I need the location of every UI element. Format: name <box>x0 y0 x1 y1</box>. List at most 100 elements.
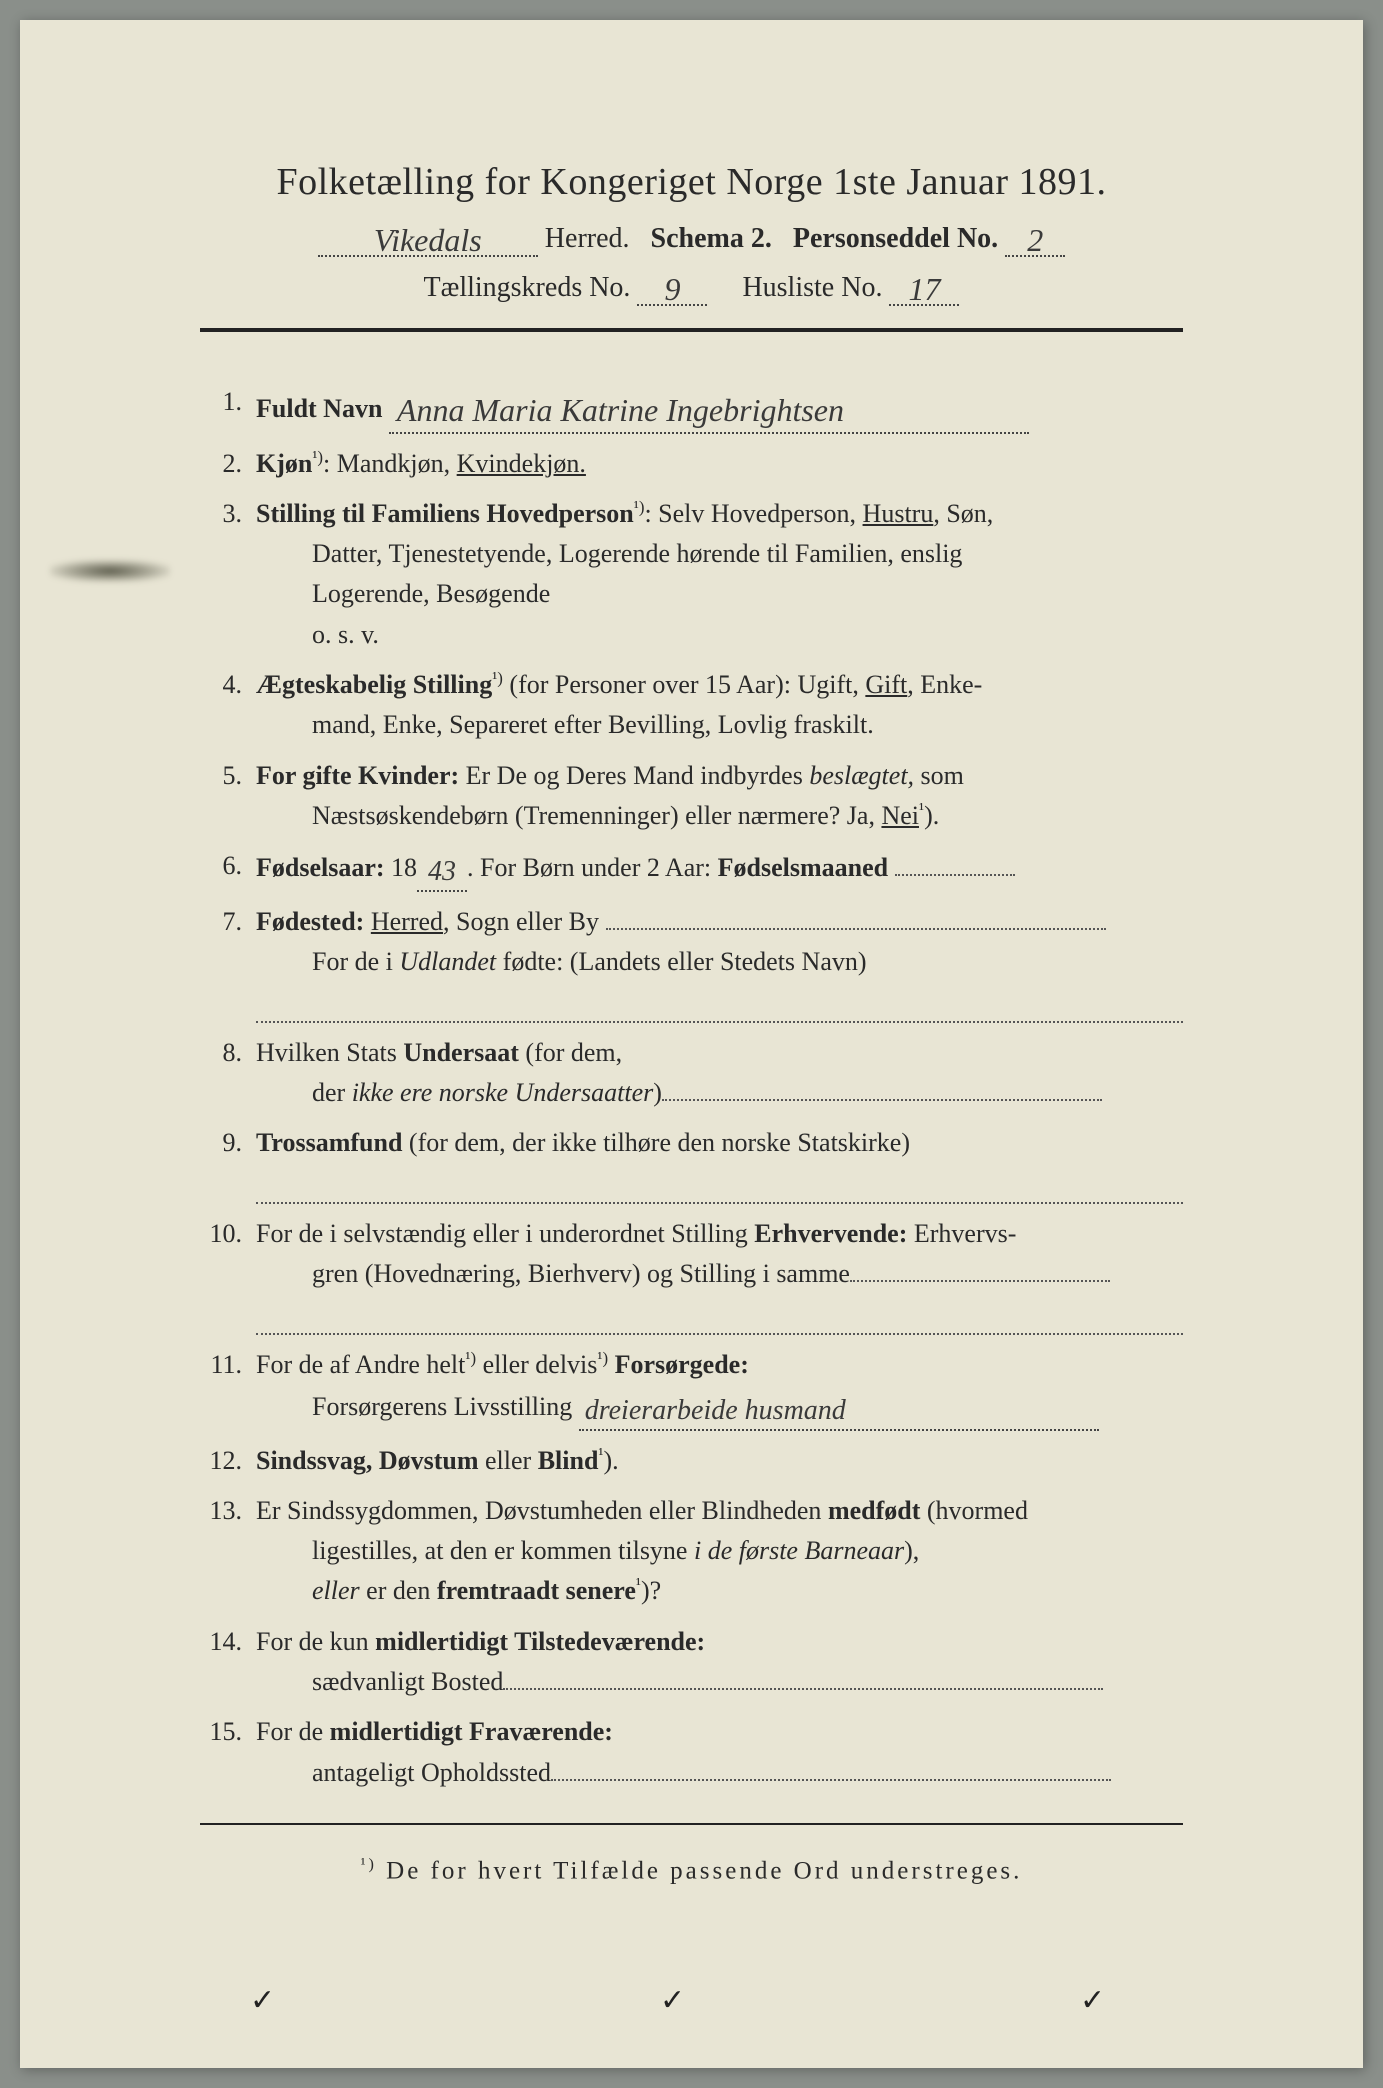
divider-top <box>200 328 1183 332</box>
sup-1: ¹) <box>312 447 323 466</box>
item-13-l3c: )? <box>641 1576 661 1605</box>
item-5-l2b: ). <box>924 801 939 830</box>
kreds-field: 9 <box>637 267 707 306</box>
item-4-label: Ægteskabelig Stilling <box>256 670 492 699</box>
item-12-label: Sindssvag, Døvstum <box>256 1446 479 1475</box>
item-15-l2: antageligt Opholdssted <box>312 1758 551 1787</box>
item-7-content: Fødested: Herred, Sogn eller By For de i… <box>256 902 1183 1023</box>
item-7-l2: For de i Udlandet fødte: (Landets eller … <box>256 942 1183 982</box>
item-10-t2: Erhvervs- <box>907 1219 1016 1248</box>
item-5-l2a: Næstsøskendebørn (Tremenninger) eller næ… <box>312 801 881 830</box>
item-8-l2: der ikke ere norske Undersaatter) <box>256 1073 1183 1113</box>
subtitle-row-1: Vikedals Herred. Schema 2. Personseddel … <box>140 218 1243 257</box>
item-7-l2b: fødte: (Landets eller Stedets Navn) <box>496 947 866 976</box>
form-body: 1. Fuldt Navn Anna Maria Katrine Ingebri… <box>140 382 1243 1793</box>
item-9-blank <box>256 1168 1183 1204</box>
sup-3: ¹) <box>634 497 645 516</box>
item-7-t1: , Sogn eller By <box>443 907 599 936</box>
item-3-l2: Datter, Tjenestetyende, Logerende hørend… <box>256 534 1183 574</box>
item-3-u: Hustru <box>863 499 934 528</box>
item-2-label: Kjøn <box>256 449 312 478</box>
item-6-t2: . For Børn under 2 Aar: <box>467 853 718 882</box>
item-10-content: For de i selvstændig eller i underordnet… <box>256 1214 1183 1335</box>
item-6-label: Fødselsaar: <box>256 853 385 882</box>
item-8-l2a: der <box>312 1078 352 1107</box>
item-13-l2b: ), <box>904 1536 919 1565</box>
item-7-label: Fødested: <box>256 907 364 936</box>
item-6-num: 6. <box>200 846 256 891</box>
item-4-u: Gift <box>865 670 907 699</box>
item-13-t1: Er Sindssygdommen, Døvstumheden eller Bl… <box>256 1496 828 1525</box>
schema-label: Schema 2. <box>651 223 772 254</box>
item-7-blank <box>256 986 1183 1022</box>
item-4-l2: mand, Enke, Separeret efter Bevilling, L… <box>256 705 1183 745</box>
item-14-t1: For de kun <box>256 1627 375 1656</box>
item-11-l2row: Forsørgerens Livsstilling dreierarbeide … <box>256 1385 1183 1430</box>
item-15-content: For de midlertidigt Fraværende: antageli… <box>256 1712 1183 1793</box>
item-10-num: 10. <box>200 1214 256 1335</box>
personseddel-label: Personseddel No. <box>793 223 998 254</box>
item-3-t1: : Selv Hovedperson, <box>644 499 862 528</box>
item-12: 12. Sindssvag, Døvstum eller Blind¹). <box>200 1441 1183 1481</box>
item-12-content: Sindssvag, Døvstum eller Blind¹). <box>256 1441 1183 1481</box>
item-4-t2: , Enke- <box>907 670 982 699</box>
item-10-l2: gren (Hovednæring, Bierhverv) og Stillin… <box>312 1259 850 1288</box>
birthplace-field <box>606 928 1106 930</box>
item-12-t1: eller <box>479 1446 538 1475</box>
item-4-t1: (for Personer over 15 Aar): Ugift, <box>503 670 865 699</box>
subtitle-row-2: Tællingskreds No. 9 Husliste No. 17 <box>140 267 1243 306</box>
item-8-l2b: ) <box>653 1078 662 1107</box>
item-11-t1: For de af Andre helt <box>256 1350 465 1379</box>
item-3-content: Stilling til Familiens Hovedperson¹): Se… <box>256 494 1183 655</box>
item-2-content: Kjøn¹): Mandkjøn, Kvindekjøn. <box>256 444 1183 484</box>
item-6: 6. Fødselsaar: 18 43 . For Børn under 2 Aa… <box>200 846 1183 891</box>
item-9: 9. Trossamfund (for dem, der ikke tilhør… <box>200 1123 1183 1204</box>
item-2-num: 2. <box>200 444 256 484</box>
item-9-label: Trossamfund <box>256 1128 402 1157</box>
kreds-value: 9 <box>664 271 680 307</box>
item-7: 7. Fødested: Herred, Sogn eller By For d… <box>200 902 1183 1023</box>
item-11-l2: Forsørgerens Livsstilling <box>312 1392 572 1421</box>
item-11-label: Forsørgede: <box>615 1350 749 1379</box>
item-14-label: midlertidigt Tilstedeværende: <box>375 1627 705 1656</box>
item-10-label: Erhvervende: <box>754 1219 907 1248</box>
husliste-value: 17 <box>908 271 940 307</box>
provider-field: dreierarbeide husmand <box>579 1385 1099 1430</box>
item-13-content: Er Sindssygdommen, Døvstumheden eller Bl… <box>256 1491 1183 1612</box>
item-3-l4: o. s. v. <box>256 615 1183 655</box>
item-11-num: 11. <box>200 1345 256 1431</box>
item-15-l2row: antageligt Opholdssted <box>256 1753 1183 1793</box>
item-13-l3a: eller <box>312 1576 360 1605</box>
item-3-t2: , Søn, <box>933 499 993 528</box>
item-8-blank <box>662 1099 1102 1101</box>
personseddel-value: 2 <box>1027 222 1043 258</box>
item-13-label2: fremtraadt senere <box>437 1576 636 1605</box>
item-14-blank <box>503 1688 1103 1690</box>
sup-11a: ¹) <box>465 1348 476 1367</box>
item-14-l2: sædvanligt Bosted <box>312 1667 503 1696</box>
tick-mark-3: ✓ <box>1080 1983 1105 2018</box>
item-6-yp: 18 <box>385 853 418 882</box>
item-1-label: Fuldt Navn <box>256 394 382 423</box>
sup-4: ¹) <box>492 668 503 687</box>
item-5-t2: som <box>914 761 964 790</box>
divider-bottom <box>200 1823 1183 1825</box>
year-value: 43 <box>428 856 456 887</box>
tick-mark-2: ✓ <box>660 1983 685 2018</box>
item-15-blank <box>551 1779 1111 1781</box>
item-14-l2row: sædvanligt Bosted <box>256 1662 1183 1702</box>
name-field: Anna Maria Katrine Ingebrightsen <box>389 382 1029 434</box>
item-2-text: : Mandkjøn, <box>323 449 457 478</box>
item-4-content: Ægteskabelig Stilling¹) (for Personer ov… <box>256 665 1183 746</box>
item-13-label: medfødt <box>828 1496 920 1525</box>
item-11-t2: eller delvis <box>476 1350 597 1379</box>
item-7-l2a: For de i <box>312 947 399 976</box>
provider-value: dreierarbeide husmand <box>585 1395 846 1426</box>
item-11: 11. For de af Andre helt¹) eller delvis¹… <box>200 1345 1183 1431</box>
item-15: 15. For de midlertidigt Fraværende: anta… <box>200 1712 1183 1793</box>
item-2-underlined: Kvindekjøn. <box>457 449 586 478</box>
item-11-content: For de af Andre helt¹) eller delvis¹) Fo… <box>256 1345 1183 1431</box>
census-form-page: Folketælling for Kongeriget Norge 1ste J… <box>20 20 1363 2068</box>
item-7-i: Udlandet <box>399 947 496 976</box>
item-3-num: 3. <box>200 494 256 655</box>
